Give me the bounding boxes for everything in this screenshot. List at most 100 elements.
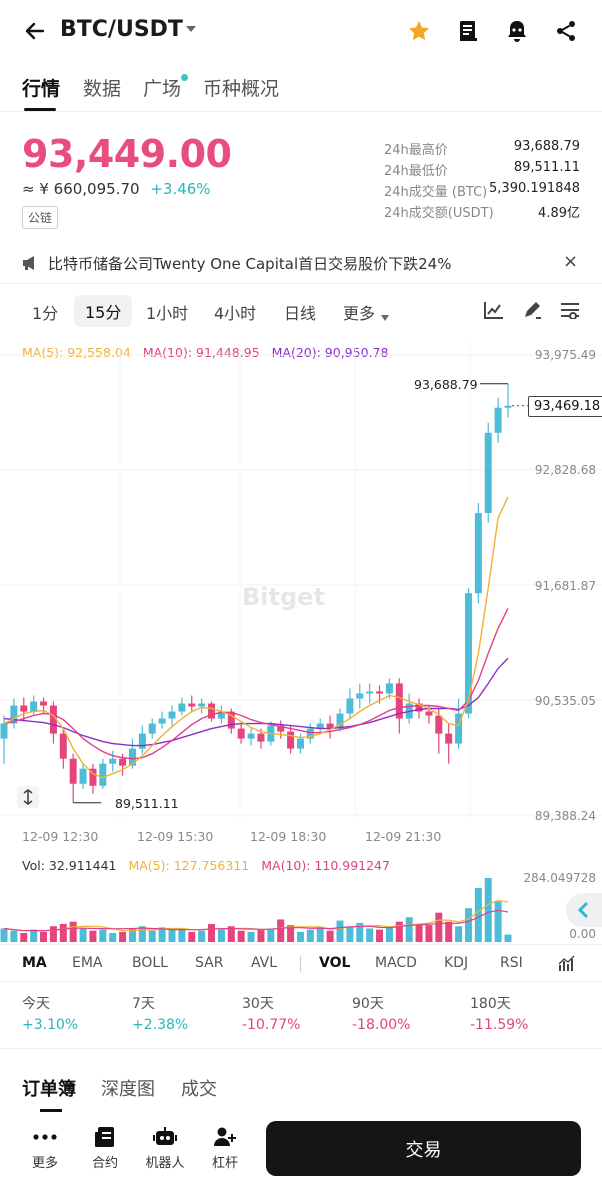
indicator-kdj[interactable]: KDJ bbox=[444, 955, 469, 971]
indicator-vol[interactable]: VOL bbox=[319, 955, 351, 971]
candle bbox=[316, 718, 324, 734]
candle bbox=[494, 397, 502, 443]
interval-1h[interactable]: 1小时 bbox=[146, 304, 189, 323]
close-icon[interactable]: × bbox=[563, 251, 579, 272]
more-dots-icon bbox=[20, 1126, 70, 1148]
stat-label: 24h成交额(USDT) bbox=[384, 206, 494, 221]
candle bbox=[198, 698, 206, 714]
candle bbox=[356, 683, 364, 709]
volume-bar bbox=[267, 928, 275, 942]
interval-1d[interactable]: 日线 bbox=[284, 304, 317, 323]
settings-sliders-icon[interactable] bbox=[558, 298, 582, 322]
candle bbox=[326, 715, 334, 739]
book-icon[interactable] bbox=[453, 16, 483, 46]
indicator-rsi[interactable]: RSI bbox=[500, 955, 523, 971]
candle bbox=[49, 701, 57, 744]
tab-trades[interactable]: 成交 bbox=[181, 1079, 217, 1100]
news-text: 比特币储备公司Twenty One Capital首日交易股价下跌24% bbox=[48, 254, 452, 273]
action-label: 机器人 bbox=[145, 1156, 185, 1171]
candle bbox=[346, 688, 354, 719]
news-banner[interactable]: 比特币储备公司Twenty One Capital首日交易股价下跌24% bbox=[22, 252, 582, 274]
indicator-ema[interactable]: EMA bbox=[72, 955, 103, 971]
perf-today: 今天 +3.10% bbox=[22, 993, 78, 1033]
interval-1m[interactable]: 1分 bbox=[32, 304, 59, 323]
ma10-line bbox=[3, 608, 509, 760]
stat-value: 5,390.191848 bbox=[489, 181, 580, 196]
action-contract[interactable]: 合约 bbox=[80, 1126, 130, 1171]
ma20-label: MA(20): 90,950.78 bbox=[271, 345, 389, 360]
action-robot[interactable]: 机器人 bbox=[140, 1126, 190, 1171]
star-icon[interactable] bbox=[404, 16, 434, 46]
volume-bar bbox=[376, 929, 384, 942]
chevron-down-icon[interactable] bbox=[380, 307, 390, 326]
tab-data[interactable]: 数据 bbox=[83, 78, 122, 100]
share-icon[interactable] bbox=[551, 16, 581, 46]
volume-bar bbox=[494, 901, 502, 942]
leverage-icon bbox=[200, 1126, 250, 1148]
volume-bar bbox=[316, 928, 324, 942]
trade-button[interactable]: 交易 bbox=[266, 1121, 581, 1176]
volume-bar bbox=[435, 912, 443, 942]
divider bbox=[300, 956, 301, 972]
indicator-settings-icon[interactable] bbox=[556, 953, 578, 975]
tab-orderbook[interactable]: 订单簿 bbox=[22, 1079, 76, 1100]
indicator-boll[interactable]: BOLL bbox=[132, 955, 168, 971]
candle bbox=[59, 728, 67, 769]
watermark: Bitget bbox=[242, 583, 325, 611]
side-tab-icon[interactable] bbox=[566, 893, 602, 927]
tab-market[interactable]: 行情 bbox=[22, 78, 61, 100]
action-label: 更多 bbox=[31, 1156, 58, 1171]
y-tick-label: 93,975.49 bbox=[534, 348, 596, 362]
indicator-bar: MA EMA BOLL SAR AVL VOL MACD KDJ RSI bbox=[0, 944, 602, 982]
volume-bar bbox=[306, 929, 314, 942]
indicator-sar[interactable]: SAR bbox=[195, 955, 224, 971]
stat-label: 24h最低价 bbox=[384, 164, 448, 179]
stat-value: 89,511.11 bbox=[513, 160, 580, 175]
volume-bar bbox=[415, 923, 423, 942]
volume-chart bbox=[0, 878, 512, 942]
volume-bar bbox=[109, 932, 117, 942]
tab-square[interactable]: 广场 bbox=[143, 78, 182, 100]
ma10-label: MA(10): 91,448.95 bbox=[142, 345, 260, 360]
vol-max-label: 284.049728 bbox=[523, 871, 596, 885]
draw-pen-icon[interactable] bbox=[520, 298, 544, 322]
candle bbox=[79, 763, 87, 789]
tab-coin-overview[interactable]: 币种概况 bbox=[203, 78, 280, 100]
indicator-ma[interactable]: MA bbox=[22, 955, 47, 971]
chevron-down-icon[interactable] bbox=[184, 22, 198, 36]
interval-15m[interactable]: 15分 bbox=[74, 295, 133, 327]
notification-dot bbox=[181, 74, 188, 81]
candle bbox=[99, 758, 107, 789]
back-arrow-icon[interactable] bbox=[20, 16, 50, 46]
expand-arrows-icon[interactable] bbox=[17, 786, 39, 808]
indicator-macd[interactable]: MACD bbox=[375, 955, 417, 971]
candle bbox=[30, 695, 38, 716]
y-tick-label: 92,828.68 bbox=[534, 463, 596, 477]
candle bbox=[138, 725, 146, 754]
category-chip[interactable]: 公链 bbox=[22, 206, 59, 229]
perf-value: -18.00% bbox=[352, 1017, 411, 1033]
pair-title[interactable]: BTC/USDT bbox=[60, 17, 183, 42]
volume-bar bbox=[464, 908, 472, 942]
volume-bar bbox=[326, 930, 334, 942]
bell-icon[interactable] bbox=[502, 16, 532, 46]
interval-4h[interactable]: 4小时 bbox=[214, 304, 257, 323]
indicator-avl[interactable]: AVL bbox=[251, 955, 278, 971]
x-tick-label: 12-09 15:30 bbox=[137, 829, 214, 844]
chart-type-icon[interactable] bbox=[482, 298, 506, 322]
volume-bar bbox=[89, 930, 97, 942]
volume-bar bbox=[484, 878, 492, 942]
volume-bar bbox=[40, 931, 48, 942]
tab-depth[interactable]: 深度图 bbox=[101, 1079, 155, 1100]
volume-bar bbox=[99, 929, 107, 942]
candle bbox=[445, 723, 453, 764]
candle bbox=[178, 697, 186, 716]
volume-bar bbox=[336, 920, 344, 942]
volume-bar bbox=[425, 925, 433, 942]
action-more[interactable]: 更多 bbox=[20, 1126, 70, 1171]
interval-more[interactable]: 更多 bbox=[343, 304, 376, 323]
volume-bar bbox=[217, 929, 225, 942]
candlestick-chart[interactable]: Bitget bbox=[0, 340, 602, 820]
volume-bar bbox=[366, 928, 374, 942]
action-leverage[interactable]: 杠杆 bbox=[200, 1126, 250, 1171]
